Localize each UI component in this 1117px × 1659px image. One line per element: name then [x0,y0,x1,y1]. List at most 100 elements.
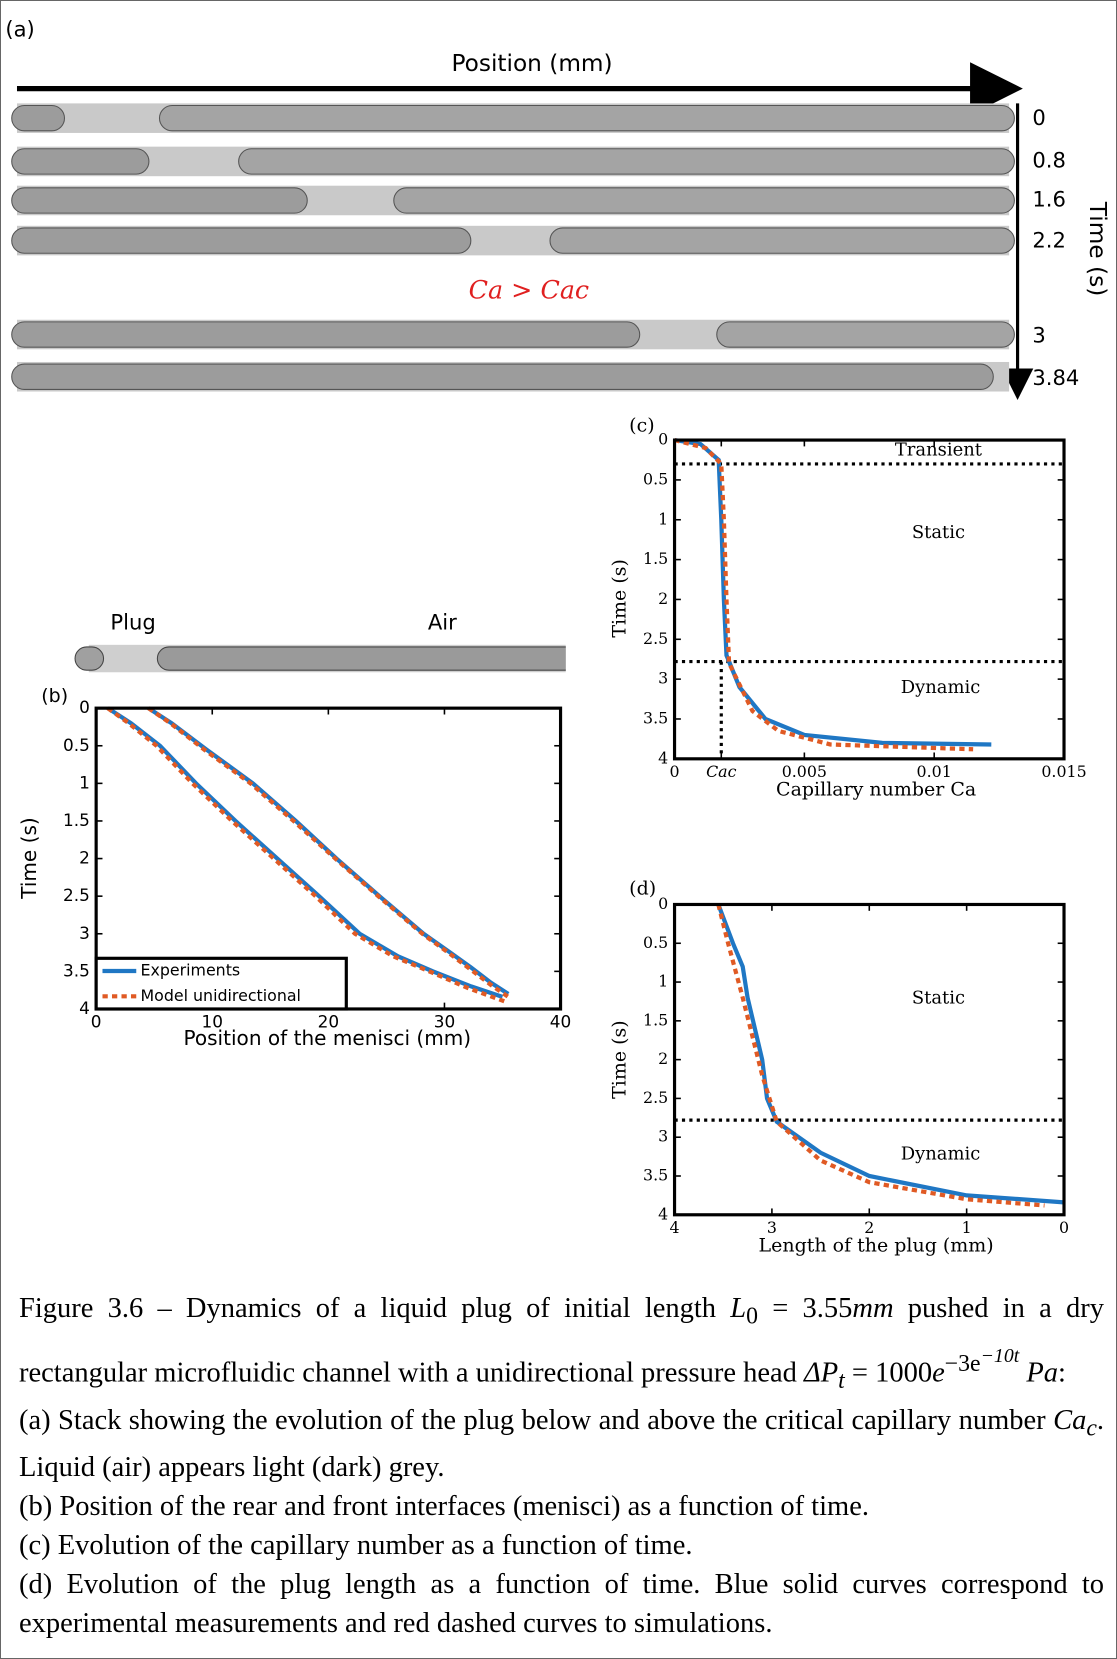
plot-frame [672,438,1066,761]
caption-text: : [1058,1357,1066,1389]
air-region [393,187,1015,214]
air-region [158,104,1015,132]
caption-item: (d) Evolution of the plug length as a fu… [19,1569,1104,1640]
caption-math: −3e [944,1350,981,1377]
time-label: 2.2 [1032,228,1066,253]
x-tick-label: 0 [91,1012,102,1032]
caption-math: t [838,1367,845,1394]
caption-item: (a) Stack showing the evolution of the p… [19,1401,1104,1488]
y-tick-label: 1 [658,509,668,528]
x-tick-label: 0.005 [782,762,827,781]
legend-box [94,956,348,1011]
strip-label: Plug [110,610,155,635]
y-axis-label: Time (s) [609,1020,631,1099]
x-tick-label: 1 [962,1218,972,1237]
x-axis-label: Position of the menisci (mm) [183,1026,471,1050]
caption-text: . Liquid (air) appears light (dark) grey… [19,1404,1104,1484]
y-tick-label: 3.5 [63,960,90,980]
y-tick-label: 0.5 [643,933,668,952]
air-region [11,227,472,254]
region-annotation: Transient [895,440,983,461]
y-tick-label: 0 [79,697,90,717]
caption-text: = 1000 [844,1357,933,1389]
caption-math: L [730,1293,747,1324]
caption-item: (b) Position of the rear and front inter… [19,1491,869,1523]
y-tick-label: 4 [79,998,90,1018]
x-tick-label: 10 [202,1012,223,1032]
x-tick-label: 0.01 [917,762,952,781]
x-tick-label: 0 [1059,1218,1069,1237]
data-line [106,706,504,999]
y-axis-label: Time (s) [1084,201,1111,296]
x-tick-label: 30 [434,1012,455,1032]
data-line [716,903,1065,1205]
x-tick-label: 0 [670,762,680,781]
y-tick-label: 0.5 [643,469,668,488]
x-axis-label: Position (mm) [451,50,612,77]
data-line [147,706,511,1000]
caption-text: (a) Stack showing the evolution of the p… [19,1404,1054,1436]
region-annotation: Dynamic [901,1144,981,1165]
y-tick-label: 0 [658,430,668,449]
plot-frame [672,902,1066,1217]
data-line [716,903,1045,1208]
air-region [11,148,150,175]
panel-label: (c) [629,414,654,436]
chart-panel: (c)00.511.522.533.540 Cac 0.005 0.01 0.015Ca… [609,414,1087,800]
y-tick-label: 1.5 [643,549,668,568]
y-tick-label: 1 [79,772,90,792]
region-annotation: Dynamic [901,677,981,698]
air-region [11,363,994,390]
region-annotation: Static [912,987,965,1008]
y-axis-label: Time (s) [17,817,41,900]
strip-label: Air [428,610,457,635]
y-tick-label: 2 [658,1049,668,1068]
y-tick-label: 3.5 [643,1165,668,1184]
y-tick-label: 3 [79,923,90,943]
x-axis-label: Capillary number Ca [776,778,976,800]
y-tick-label: 1.5 [63,810,90,830]
y-tick-label: 3 [658,669,668,688]
caption-math: c [1086,1415,1097,1442]
region-annotation: Static [912,522,965,543]
y-tick-label: 1 [658,972,668,991]
x-tick-label: 2 [864,1218,874,1237]
y-tick-label: 2.5 [643,1088,668,1107]
x-tick-label: 3 [767,1218,777,1237]
y-tick-label: 2 [79,848,90,868]
air-region [716,321,1015,348]
caption: Figure 3.6 – Dynamics of a liquid plug o… [19,1289,1104,1643]
caption-math: 0 [746,1303,759,1330]
air-region [11,187,308,214]
air-region [238,148,1015,175]
caption-text: pushed in a dry rectangular microfluidic… [19,1293,1104,1389]
y-tick-label: 3 [658,1127,668,1146]
time-label: 0.8 [1032,147,1066,172]
x-axis-label: Length of the plug (mm) [759,1234,994,1256]
caption-text: Figure 3.6 – Dynamics of a liquid plug o… [19,1293,731,1324]
y-tick-label: 0 [658,894,668,913]
legend-label: Model unidirectional [140,986,300,1005]
y-tick-label: 2 [658,589,668,608]
caption-math: −10t [980,1344,1020,1367]
y-axis-label: Time (s) [609,559,631,638]
x-tick-label: 0.015 [1041,762,1086,781]
y-tick-label: 3.5 [643,708,668,727]
caption-text: = 3.55 [758,1293,853,1324]
y-tick-label: 2.5 [643,629,668,648]
caption-math: Pa [1026,1357,1059,1389]
caption-math: mm [852,1293,894,1324]
panel-label: (d) [629,878,656,900]
air-region [11,104,66,132]
caption-item: (c) Evolution of the capillary number as… [19,1530,693,1562]
caption-math: e [932,1357,945,1389]
caption-intro: Figure 3.6 – Dynamics of a liquid plug o… [19,1289,1104,1401]
air-region [74,646,105,671]
mask [565,639,598,678]
x-tick-label: 40 [550,1012,571,1032]
x-tick-label: Cac [706,762,737,781]
air-region [549,227,1015,254]
